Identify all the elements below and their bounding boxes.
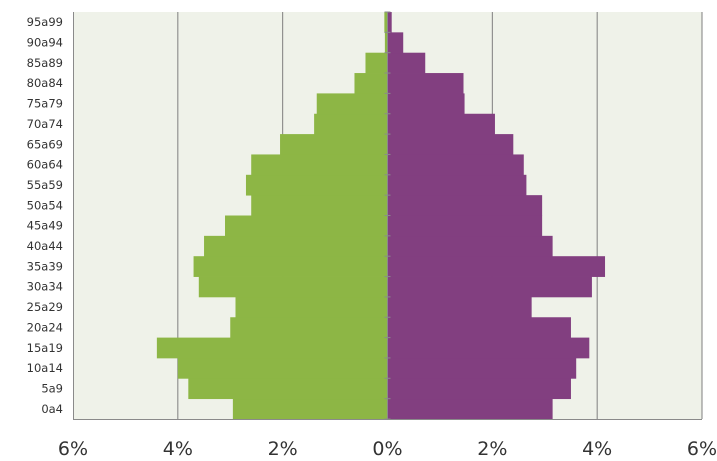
- age-label: 50a54: [27, 198, 63, 212]
- bar-right-20a24: [387, 317, 571, 338]
- center-axis: [73, 11, 702, 420]
- bar-right-5a9: [387, 378, 571, 400]
- bar-left-35a39: [193, 256, 388, 277]
- bar-left-95a99: [384, 12, 388, 33]
- bar-left-75a79: [316, 93, 388, 115]
- age-label: 40a44: [27, 239, 63, 253]
- bar-left-85a89: [365, 52, 388, 74]
- bar-right-25a29: [387, 296, 532, 318]
- age-label: 25a29: [27, 300, 63, 314]
- bar-right-70a74: [387, 113, 495, 135]
- bar-left-90a94: [384, 32, 388, 54]
- x-tick-label: 6%: [58, 438, 88, 460]
- age-group-labels: 0a4 5a9 10a14 15a19 20a24 25a29 30a34 35a39 40a4…: [27, 15, 63, 416]
- bar-left-0a4: [232, 398, 388, 420]
- age-label: 90a94: [27, 36, 63, 50]
- age-label: 30a34: [27, 280, 63, 294]
- bar-right-60a64: [387, 154, 524, 176]
- bar-right-40a44: [387, 235, 553, 257]
- bar-right-95a99: [387, 12, 392, 33]
- age-label: 70a74: [27, 117, 63, 131]
- bar-left-70a74: [314, 113, 388, 135]
- bar-right-45a49: [387, 215, 543, 237]
- right-series-bars: [387, 12, 606, 420]
- bar-right-15a19: [387, 337, 590, 359]
- age-label: 55a59: [27, 178, 63, 192]
- x-tick-label: 2%: [268, 438, 298, 460]
- x-tick-label: 6%: [687, 438, 717, 460]
- age-label: 75a79: [27, 97, 63, 111]
- age-label: 80a84: [27, 76, 63, 90]
- x-tick-label: 4%: [163, 438, 193, 460]
- age-label: 65a69: [27, 137, 63, 151]
- bar-right-0a4: [387, 398, 553, 420]
- x-axis-tick-labels: 6% 4% 2% 0% 2% 4% 6%: [58, 438, 717, 460]
- bar-right-35a39: [387, 256, 606, 277]
- x-tick-label: 2%: [477, 438, 507, 460]
- age-label: 35a39: [27, 259, 63, 273]
- x-tick-label: 0%: [372, 438, 402, 460]
- age-label: 95a99: [27, 15, 63, 29]
- bar-right-55a59: [387, 174, 527, 196]
- age-label: 45a49: [27, 219, 63, 233]
- bar-left-45a49: [225, 215, 388, 237]
- bar-right-65a69: [387, 134, 514, 155]
- bar-right-50a54: [387, 195, 543, 216]
- age-label: 60a64: [27, 158, 63, 172]
- bar-right-75a79: [387, 93, 465, 115]
- bar-left-55a59: [245, 174, 388, 196]
- age-label: 15a19: [27, 341, 63, 355]
- bar-right-90a94: [387, 32, 404, 54]
- bar-right-85a89: [387, 52, 426, 74]
- age-label: 5a9: [41, 381, 63, 395]
- bar-right-10a14: [387, 357, 577, 379]
- bar-right-80a84: [387, 73, 464, 94]
- x-tick-label: 4%: [582, 438, 612, 460]
- bar-left-30a34: [198, 276, 388, 298]
- age-label: 85a89: [27, 56, 63, 70]
- age-label: 0a4: [41, 402, 63, 416]
- bar-left-10a14: [177, 357, 388, 379]
- age-label: 10a14: [27, 361, 63, 375]
- bar-left-60a64: [251, 154, 388, 176]
- bar-right-30a34: [387, 276, 592, 298]
- age-label: 20a24: [27, 320, 63, 334]
- bar-left-65a69: [280, 134, 388, 155]
- bar-left-5a9: [188, 378, 388, 400]
- bar-left-50a54: [251, 195, 388, 216]
- bar-left-15a19: [156, 337, 388, 359]
- bar-left-40a44: [204, 235, 388, 257]
- bar-left-25a29: [235, 296, 388, 318]
- left-series-bars: [156, 12, 388, 420]
- bar-left-20a24: [230, 317, 388, 338]
- bar-left-80a84: [354, 73, 388, 94]
